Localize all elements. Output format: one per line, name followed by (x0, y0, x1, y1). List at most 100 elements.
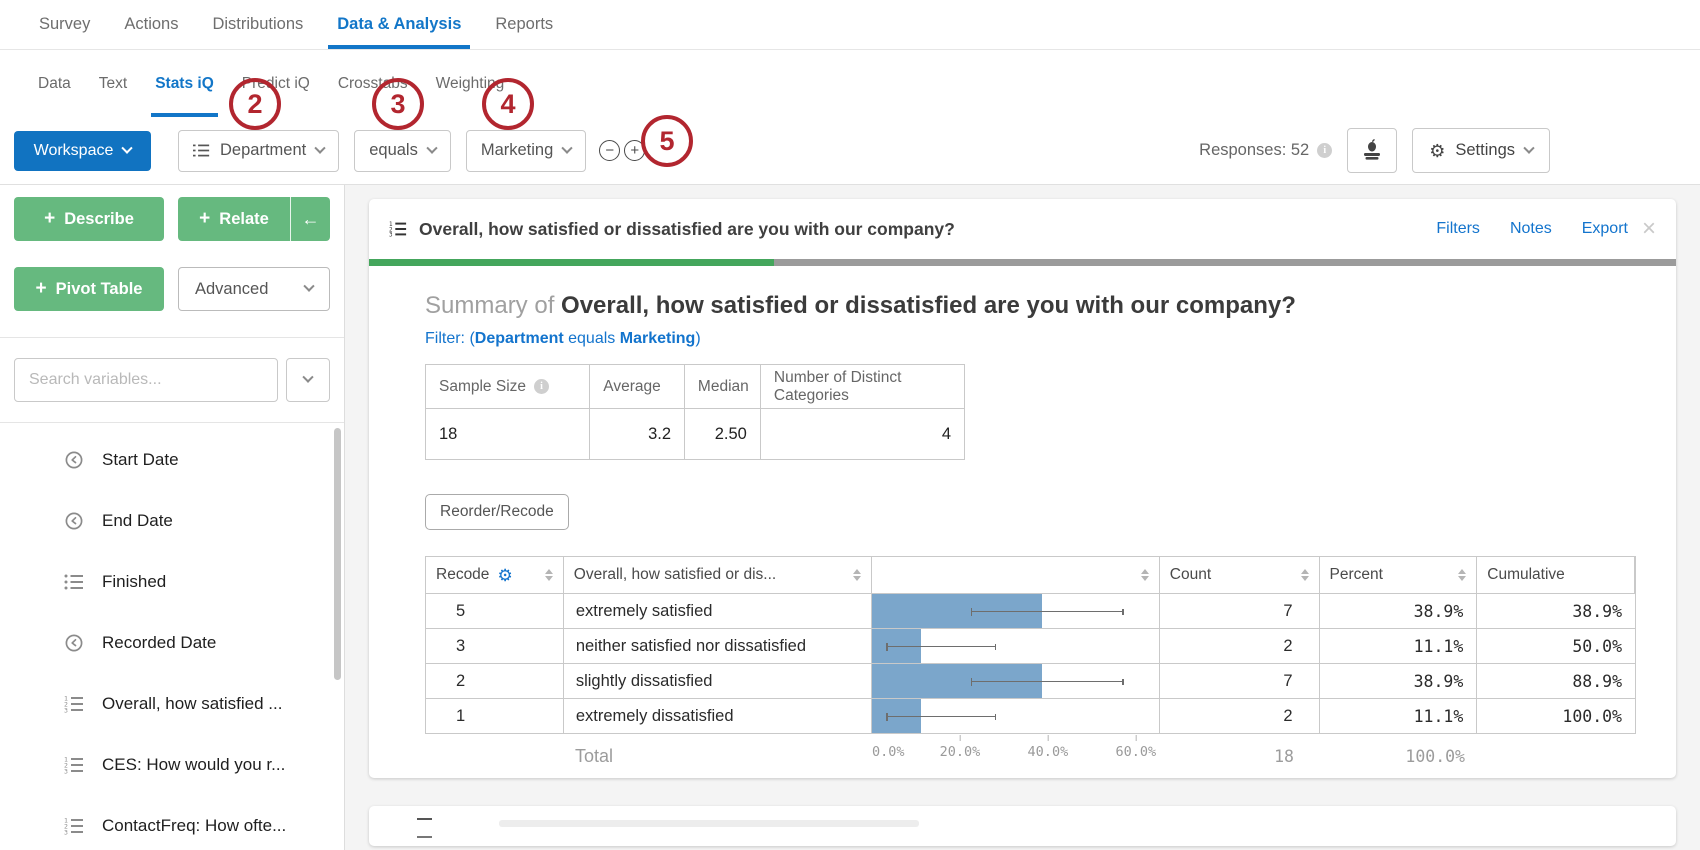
info-icon[interactable]: i (1317, 143, 1333, 158)
filter-value-dropdown[interactable]: Marketing (465, 129, 587, 172)
variable-list-item[interactable]: 123 Recorded Date (14, 612, 330, 673)
svg-text:3: 3 (389, 233, 393, 238)
content: + Describe + Relate ← + Pivot Table Adva… (0, 185, 1700, 850)
results-row: 2 slightly dissatisfied 7 38.9% 88.9% (426, 663, 1635, 698)
progress-bar-fill (369, 259, 775, 266)
bar-cell (872, 699, 1160, 733)
recode-cell: 1 (426, 699, 564, 733)
answer-label-cell: neither satisfied nor dissatisfied (564, 629, 873, 663)
variable-type-icon: 123 (64, 511, 84, 531)
cumulative-value: 100.0% (1562, 706, 1622, 726)
answer-label: neither satisfied nor dissatisfied (575, 636, 807, 655)
variable-label: Recorded Date (102, 632, 217, 652)
pivot-table-button[interactable]: + Pivot Table (14, 267, 164, 311)
settings-button[interactable]: ⚙ Settings (1412, 128, 1550, 173)
summary-stats-header-cell: Number of Distinct Categories (761, 365, 964, 408)
filter-label: Filter: ( (425, 330, 475, 347)
axis-label-text: 40.0% (1027, 744, 1069, 760)
search-options-button[interactable] (286, 358, 330, 402)
summary-stats-header-label: Number of Distinct Categories (773, 368, 902, 404)
filter-operator-label: equals (369, 141, 418, 159)
secondary-nav-tab[interactable]: Text (85, 50, 141, 117)
results-header-label: Count (1169, 566, 1212, 583)
results-header-cell: Recode ⚙ (426, 557, 564, 593)
card-link-label: Filters (1436, 220, 1480, 237)
results-header-label: Overall, how satisfied or dis... (573, 566, 777, 583)
close-icon[interactable]: × (1641, 215, 1656, 242)
filter-variable-dropdown[interactable]: Department (178, 129, 340, 172)
primary-nav: Survey Actions Distributions Data & Anal… (0, 0, 1700, 50)
results-table: Recode ⚙ Overall, how satisfied or dis..… (425, 556, 1636, 734)
filter-operator-dropdown[interactable]: equals (354, 129, 451, 172)
summary-stats-header-cell: Sample Size i (426, 365, 591, 408)
variable-list-item[interactable]: 123 End Date (14, 490, 330, 551)
secondary-nav-tab[interactable]: Data (24, 50, 85, 117)
summary-stats-header-row: Sample Size i Average Median Number of D… (426, 365, 964, 408)
primary-nav-tab-label: Survey (39, 15, 91, 33)
sort-arrows-icon[interactable] (853, 569, 862, 581)
ci-whisker (970, 678, 1124, 686)
primary-nav-tab[interactable]: Survey (22, 0, 107, 49)
learning-button[interactable] (1347, 128, 1398, 173)
primary-nav-tab[interactable]: Distributions (195, 0, 320, 49)
variable-label: ContactFreq: How ofte... (102, 815, 287, 835)
sort-arrows-icon[interactable] (1300, 569, 1309, 581)
advanced-dropdown[interactable]: Advanced (178, 267, 330, 311)
chevron-down-icon (314, 142, 326, 154)
axis-tick (1047, 735, 1049, 741)
sort-arrows-icon[interactable] (1458, 569, 1467, 581)
answer-label: slightly dissatisfied (575, 671, 713, 690)
primary-nav-tab[interactable]: Reports (478, 0, 570, 49)
summary-stats-header-cell: Median (685, 365, 761, 408)
sidebar-scrollbar[interactable] (334, 428, 341, 680)
axis-label: 0.0% (872, 744, 905, 760)
recode-value: 2 (456, 671, 466, 690)
variable-label: CES: How would you r... (102, 754, 286, 774)
annotation-number: 5 (659, 125, 675, 156)
workspace-button[interactable]: Workspace (14, 130, 151, 171)
percent-value: 11.1% (1413, 706, 1464, 726)
variable-label: End Date (102, 510, 173, 530)
recode-settings-gear-icon[interactable]: ⚙ (497, 565, 513, 585)
primary-nav-tab-label: Data & Analysis (337, 15, 462, 33)
sort-arrows-icon[interactable] (544, 569, 553, 581)
arrow-left-icon: ← (301, 208, 320, 229)
search-input[interactable] (14, 358, 278, 402)
pivot-table-button-label: Pivot Table (55, 279, 143, 298)
card-link[interactable]: Notes (1510, 220, 1552, 238)
plus-icon: + (44, 208, 56, 229)
add-filter-icon[interactable]: + (624, 140, 646, 161)
primary-nav-tab[interactable]: Actions (107, 0, 195, 49)
collapse-panel-button[interactable]: ← (290, 197, 330, 241)
sort-arrows-icon[interactable] (1140, 569, 1149, 581)
secondary-nav-tab-label: Data (38, 74, 71, 92)
card-link[interactable]: Filters (1436, 220, 1480, 238)
primary-nav-tab-label: Actions (124, 15, 179, 33)
sidebar-buttons-row2: + Pivot Table Advanced (14, 267, 330, 311)
results-row: 1 extremely dissatisfied 2 11.1% 100.0% (426, 698, 1635, 733)
svg-text:1: 1 (389, 222, 393, 228)
bar-cell (872, 664, 1160, 698)
primary-nav-tab[interactable]: Data & Analysis (320, 0, 478, 49)
info-icon[interactable]: i (534, 379, 550, 394)
variable-list-item[interactable]: 123 Start Date (14, 429, 330, 490)
annotation-circle: 2 (229, 78, 281, 130)
cumulative-cell: 100.0% (1477, 699, 1635, 733)
summary-stats-value-row: 18 3.2 2.50 4 (426, 408, 964, 459)
secondary-nav-tab[interactable]: Stats iQ (141, 50, 228, 117)
variable-list-item[interactable]: 123 Finished (14, 551, 330, 612)
card-link[interactable]: Export (1582, 220, 1628, 238)
results-header-label: Percent (1329, 566, 1383, 583)
describe-button[interactable]: + Describe (14, 197, 164, 241)
summary-question: Overall, how satisfied or dissatisfied a… (561, 292, 1296, 319)
remove-filter-icon[interactable]: − (599, 140, 621, 161)
reorder-recode-button[interactable]: Reorder/Recode (425, 494, 569, 530)
next-analysis-card (369, 806, 1676, 846)
relate-button[interactable]: + Relate (178, 197, 290, 241)
ci-whisker (886, 643, 997, 651)
chevron-down-icon (303, 280, 315, 292)
count-value: 2 (1283, 636, 1293, 655)
